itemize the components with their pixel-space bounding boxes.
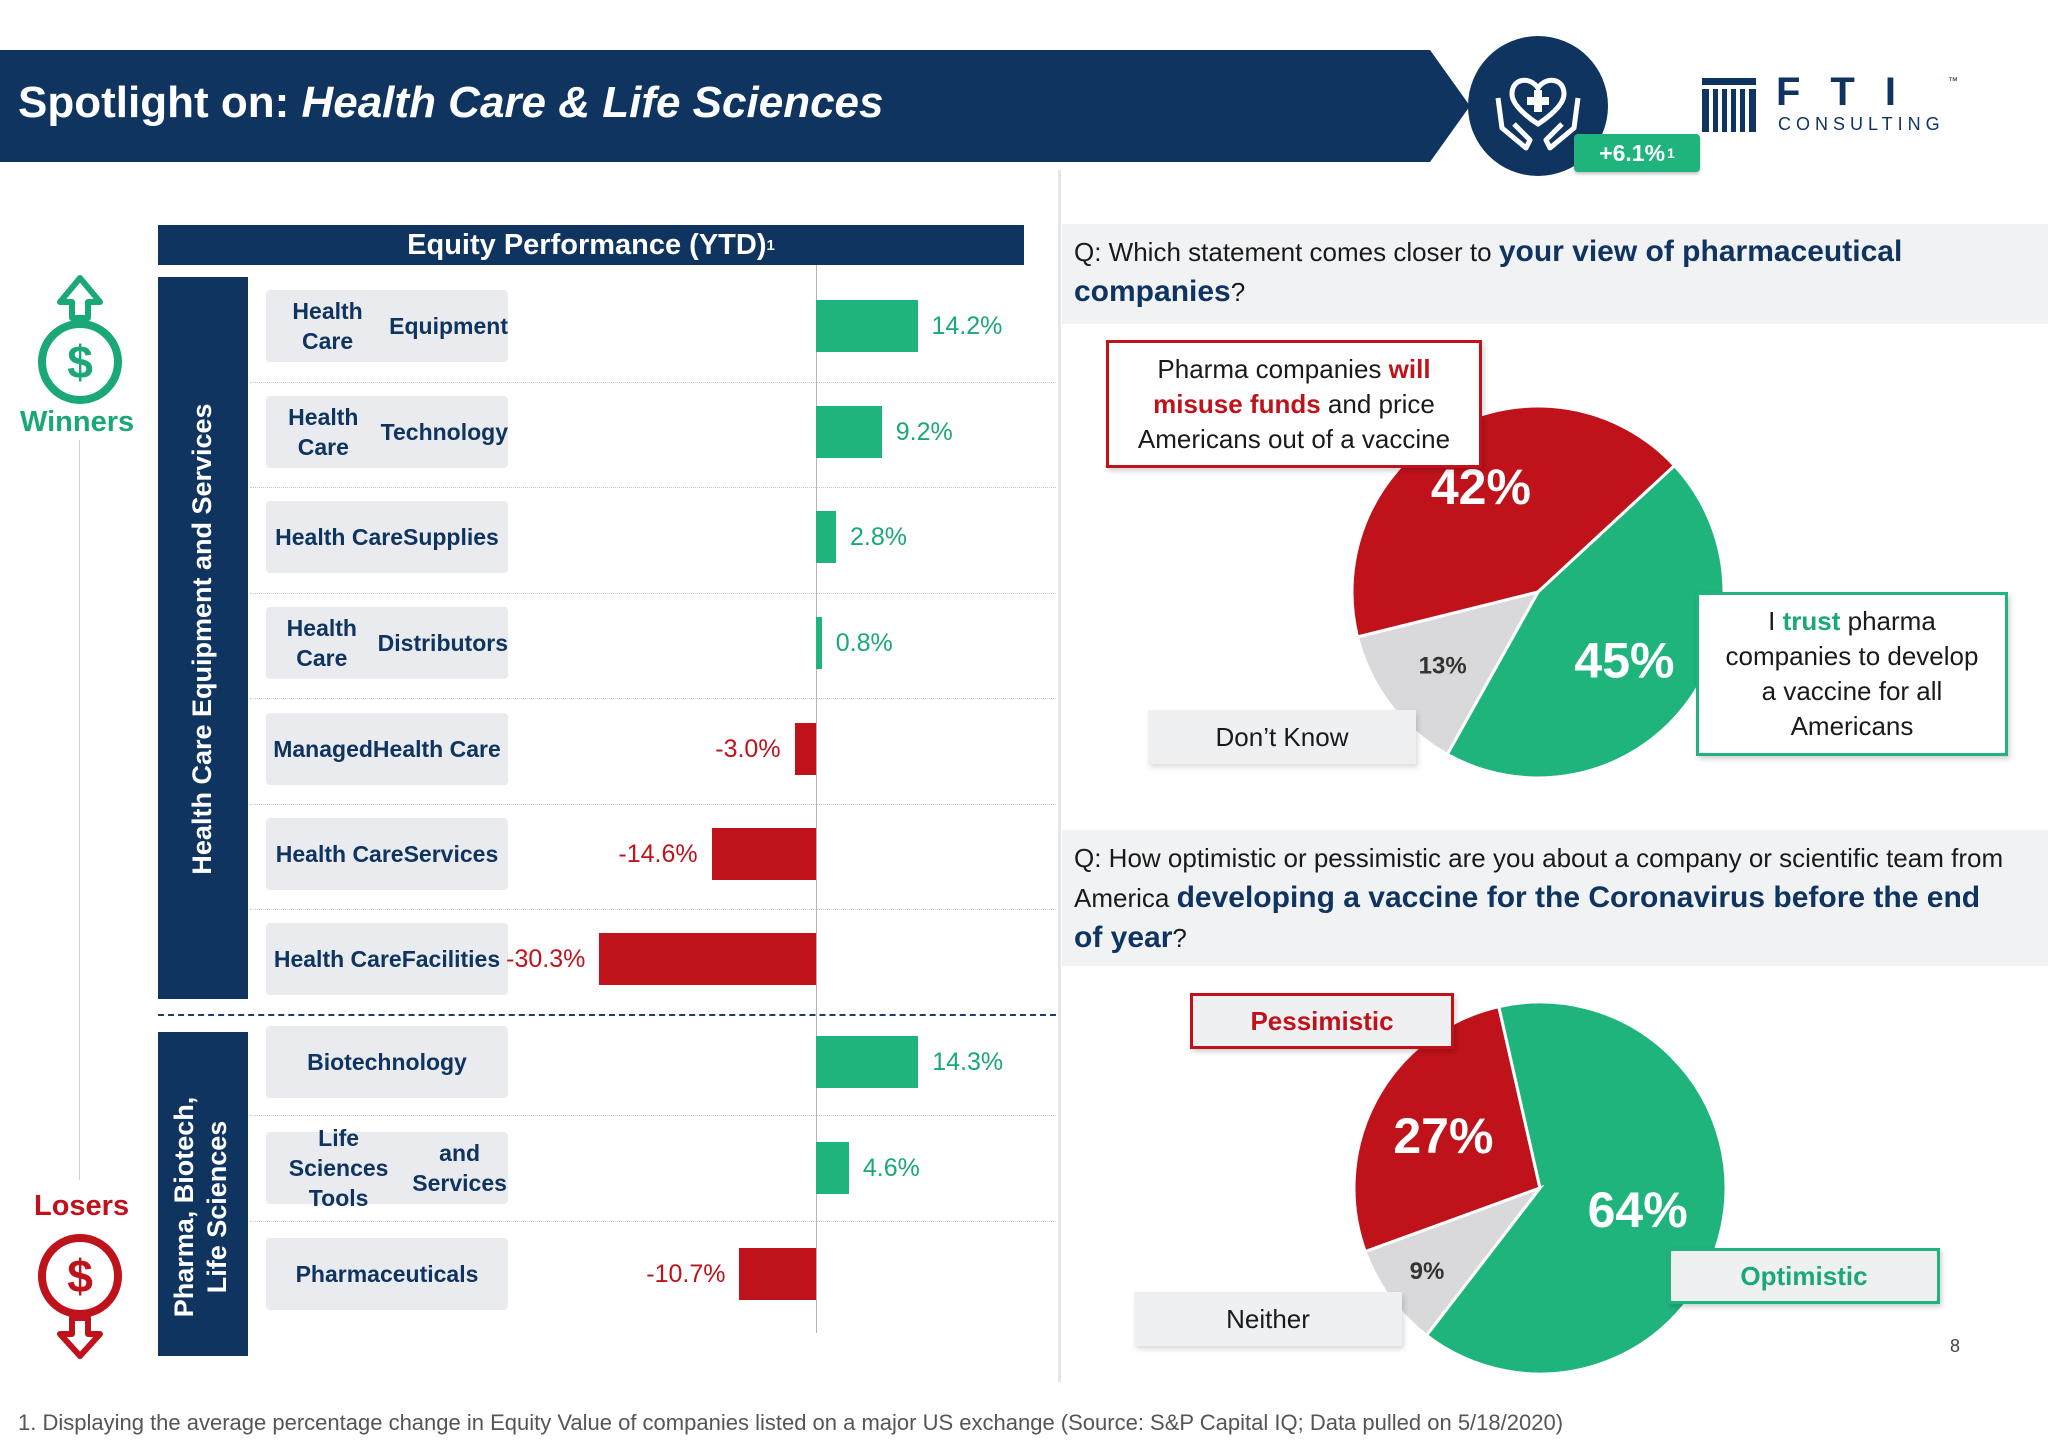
pie-value-label: 13%	[1419, 652, 1467, 679]
bar-value-label: 4.6%	[862, 1154, 920, 1182]
row-divider	[250, 1115, 1056, 1116]
bar-value-label: 0.8%	[835, 629, 893, 657]
bar	[816, 406, 882, 458]
losers-label: Losers	[34, 1190, 130, 1222]
question-2-background	[1062, 830, 2048, 966]
row-divider	[250, 382, 1056, 383]
row-divider	[250, 1221, 1056, 1222]
question-1: Q: Which statement comes closer to your …	[1074, 235, 1903, 308]
pie-slice	[1445, 463, 1726, 780]
pie-value-label: 27%	[1393, 1108, 1493, 1164]
bar-value-label: -3.0%	[715, 735, 781, 763]
row-divider	[250, 909, 1056, 910]
sector-group-bar-pharma-biotech	[158, 1032, 248, 1356]
svg-text:$: $	[67, 1250, 93, 1302]
bar	[816, 300, 918, 352]
footnote: 1. Displaying the average percentage cha…	[18, 1410, 1564, 1435]
category-label: Health Care Services	[266, 818, 508, 890]
bar-value-label: 9.2%	[895, 418, 953, 446]
group-separator	[158, 1014, 1056, 1016]
dollar-arrow-down-icon: $	[38, 1234, 122, 1359]
callout-misuse-funds: Pharma companies will misuse funds and pr…	[1106, 340, 1482, 468]
bar	[794, 723, 816, 775]
bar	[816, 511, 837, 563]
pie-value-label: 42%	[1431, 459, 1531, 515]
dollar-arrow-up-icon: $	[38, 275, 122, 404]
category-label: Pharmaceuticals	[266, 1238, 508, 1310]
page-number: 8	[1950, 1336, 1961, 1356]
bar	[816, 1036, 919, 1088]
bar	[599, 933, 816, 985]
svg-text:$: $	[67, 336, 93, 388]
row-divider	[250, 698, 1056, 699]
label-neither: Neither	[1134, 1292, 1402, 1346]
pie-value-label: 45%	[1574, 633, 1674, 689]
panel-divider	[1058, 170, 1061, 1382]
logo-subtext: CONSULTING	[1778, 114, 1945, 134]
category-label: Health Care Equipment	[266, 290, 508, 362]
hands-heart-icon	[1495, 77, 1581, 151]
bar-value-label: 2.8%	[850, 523, 907, 551]
winners-losers-line	[79, 440, 80, 1180]
bar-value-label: 14.3%	[932, 1048, 1004, 1076]
vaccine-optimism-pie-chart: 27% 64% 9%	[1352, 1000, 1728, 1376]
row-divider	[250, 804, 1056, 805]
pie-value-label: 64%	[1588, 1182, 1688, 1238]
category-label: Life Sciences Tools and Services	[266, 1125, 508, 1211]
bar-value-label: -10.7%	[646, 1260, 726, 1288]
sector-group-label: Health Care Equipment and Services	[187, 403, 217, 875]
pie-slice	[1352, 1004, 1542, 1254]
bar	[739, 1248, 816, 1300]
bar-value-label: -30.3%	[506, 945, 586, 973]
sector-performance-badge: +6.1% 1	[1574, 134, 1700, 172]
category-label: Managed Health Care	[266, 713, 508, 785]
bar-value-label: -14.6%	[618, 840, 698, 868]
sector-group-bar-equipment-services	[158, 277, 248, 999]
bar	[816, 617, 822, 669]
question-1-background	[1062, 224, 2048, 324]
header-banner	[0, 50, 1470, 162]
logo-trademark: ™	[1948, 76, 1958, 87]
sector-group-label: Pharma, Biotech, Life Sciences	[169, 1096, 232, 1318]
label-dont-know: Don’t Know	[1148, 710, 1416, 764]
zero-axis-line	[816, 265, 817, 1333]
category-label: Biotechnology	[266, 1026, 508, 1098]
label-optimistic: Optimistic	[1668, 1248, 1940, 1304]
pie-value-label: 9%	[1410, 1258, 1445, 1285]
callout-trust-pharma: I trust pharma companies to develop a vacc…	[1696, 592, 2008, 756]
row-divider	[250, 593, 1056, 594]
logo-wordmark: FTI	[1776, 70, 1926, 114]
category-label: Health Care Distributors	[266, 607, 508, 679]
pie-slice	[1424, 1000, 1728, 1376]
category-label: Health Care Facilities	[266, 923, 508, 995]
row-divider	[250, 487, 1056, 488]
bar	[816, 1142, 849, 1194]
bar	[711, 828, 816, 880]
label-pessimistic: Pessimistic	[1190, 993, 1454, 1049]
category-label: Health Care Supplies	[266, 501, 508, 573]
page-title: Spotlight on: Health Care & Life Science…	[18, 78, 884, 127]
bar-value-label: 14.2%	[931, 312, 1003, 340]
fti-logo-icon	[1702, 78, 1756, 132]
question-2: Q: How optimistic or pessimistic are you…	[1074, 843, 2004, 954]
equity-chart-title: Equity Performance (YTD) 1	[158, 225, 1024, 265]
winners-label: Winners	[20, 406, 135, 438]
category-label: Health Care Technology	[266, 396, 508, 468]
